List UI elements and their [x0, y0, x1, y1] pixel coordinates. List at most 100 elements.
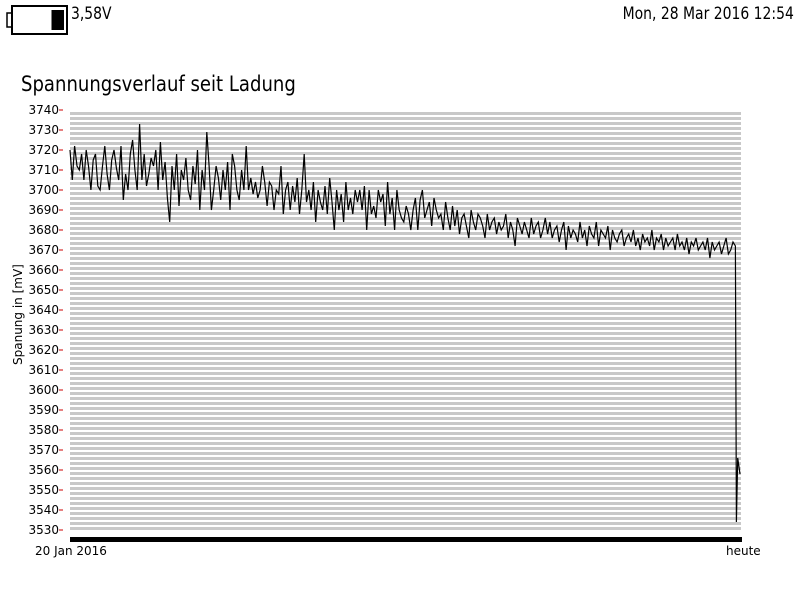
grid-stripe [70, 152, 741, 155]
y-axis-label: Spanung in [mV] [11, 264, 25, 365]
grid-stripe [70, 137, 741, 140]
grid-stripe [70, 407, 741, 410]
grid-stripe [70, 427, 741, 430]
grid-stripe [70, 457, 741, 460]
grid-stripe [70, 187, 741, 190]
grid-stripe [70, 147, 741, 150]
grid-stripe [70, 287, 741, 290]
grid-stripe [70, 252, 741, 255]
grid-stripe [70, 467, 741, 470]
grid-stripe [70, 517, 741, 520]
grid-stripe [70, 162, 741, 165]
grid-stripe [70, 522, 741, 525]
grid-stripe [70, 217, 741, 220]
grid-stripe [70, 367, 741, 370]
y-tick-label: 3640 [28, 303, 59, 317]
grid-stripe [70, 502, 741, 505]
y-tick-label: 3730 [28, 123, 59, 137]
grid-stripe [70, 282, 741, 285]
grid-stripe [70, 242, 741, 245]
y-tick-label: 3700 [28, 183, 59, 197]
x-end-label: heute [726, 544, 761, 558]
grid-stripe [70, 417, 741, 420]
grid-stripe [70, 122, 741, 125]
grid-stripe [70, 297, 741, 300]
grid-stripe [70, 412, 741, 415]
grid-stripe [70, 447, 741, 450]
grid-stripe [70, 292, 741, 295]
grid-stripe [70, 307, 741, 310]
y-tick-label: 3620 [28, 343, 59, 357]
grid-stripe [70, 222, 741, 225]
grid-stripe [70, 497, 741, 500]
y-tick-label: 3710 [28, 163, 59, 177]
grid-stripe [70, 387, 741, 390]
grid-stripe [70, 347, 741, 350]
y-tick-label: 3530 [28, 523, 59, 537]
y-tick-label: 3650 [28, 283, 59, 297]
grid-stripe [70, 177, 741, 180]
grid-stripe [70, 337, 741, 340]
grid-stripe [70, 197, 741, 200]
grid-stripe [70, 142, 741, 145]
grid-stripe [70, 232, 741, 235]
grid-stripe [70, 377, 741, 380]
x-start-label: 20 Jan 2016 [35, 544, 107, 558]
y-tick-label: 3680 [28, 223, 59, 237]
grid-stripe [70, 492, 741, 495]
grid-stripe [70, 202, 741, 205]
voltage-line [69, 123, 741, 523]
y-tick-label: 3560 [28, 463, 59, 477]
y-tick-label: 3630 [28, 323, 59, 337]
y-tick-label: 3740 [28, 103, 59, 117]
grid-stripe [70, 527, 741, 530]
grid-stripe [70, 422, 741, 425]
x-axis [70, 537, 742, 542]
voltage-series [69, 123, 741, 523]
grid-stripe [70, 392, 741, 395]
grid-stripe [70, 477, 741, 480]
y-tick-label: 3610 [28, 363, 59, 377]
grid-stripe [70, 452, 741, 455]
grid-stripe [70, 112, 741, 115]
y-tick-label: 3540 [28, 503, 59, 517]
date-time: Mon, 28 Mar 2016 12:54 [622, 4, 794, 24]
grid-stripe [70, 482, 741, 485]
grid-stripe [70, 442, 741, 445]
grid-stripe [70, 372, 741, 375]
grid-stripe [70, 432, 741, 435]
grid-stripes [70, 112, 741, 530]
grid-stripe [70, 157, 741, 160]
grid-stripe [70, 332, 741, 335]
grid-stripe [70, 317, 741, 320]
grid-stripe [70, 167, 741, 170]
battery-icon [6, 5, 68, 35]
grid-stripe [70, 437, 741, 440]
grid-stripe [70, 352, 741, 355]
grid-stripe [70, 322, 741, 325]
grid-stripe [70, 277, 741, 280]
y-axis: 3530 3540 3550 3560 3570 3580 3590 3600 3610 3620… [28, 103, 63, 537]
grid-stripe [70, 117, 741, 120]
grid-stripe [70, 362, 741, 365]
grid-stripe [70, 397, 741, 400]
battery-level-fill [51, 10, 64, 30]
y-tick-label: 3670 [28, 243, 59, 257]
y-tick-label: 3600 [28, 383, 59, 397]
grid-stripe [70, 272, 741, 275]
grid-stripe [70, 247, 741, 250]
grid-stripe [70, 132, 741, 135]
grid-stripe [70, 127, 741, 130]
y-tick-label: 3660 [28, 263, 59, 277]
grid-stripe [70, 342, 741, 345]
grid-stripe [70, 402, 741, 405]
grid-stripe [70, 487, 741, 490]
grid-stripe [70, 262, 741, 265]
grid-stripe [70, 182, 741, 185]
grid-stripe [70, 462, 741, 465]
grid-stripe [70, 257, 741, 260]
grid-stripe [70, 357, 741, 360]
grid-stripe [70, 327, 741, 330]
grid-stripe [70, 512, 741, 515]
